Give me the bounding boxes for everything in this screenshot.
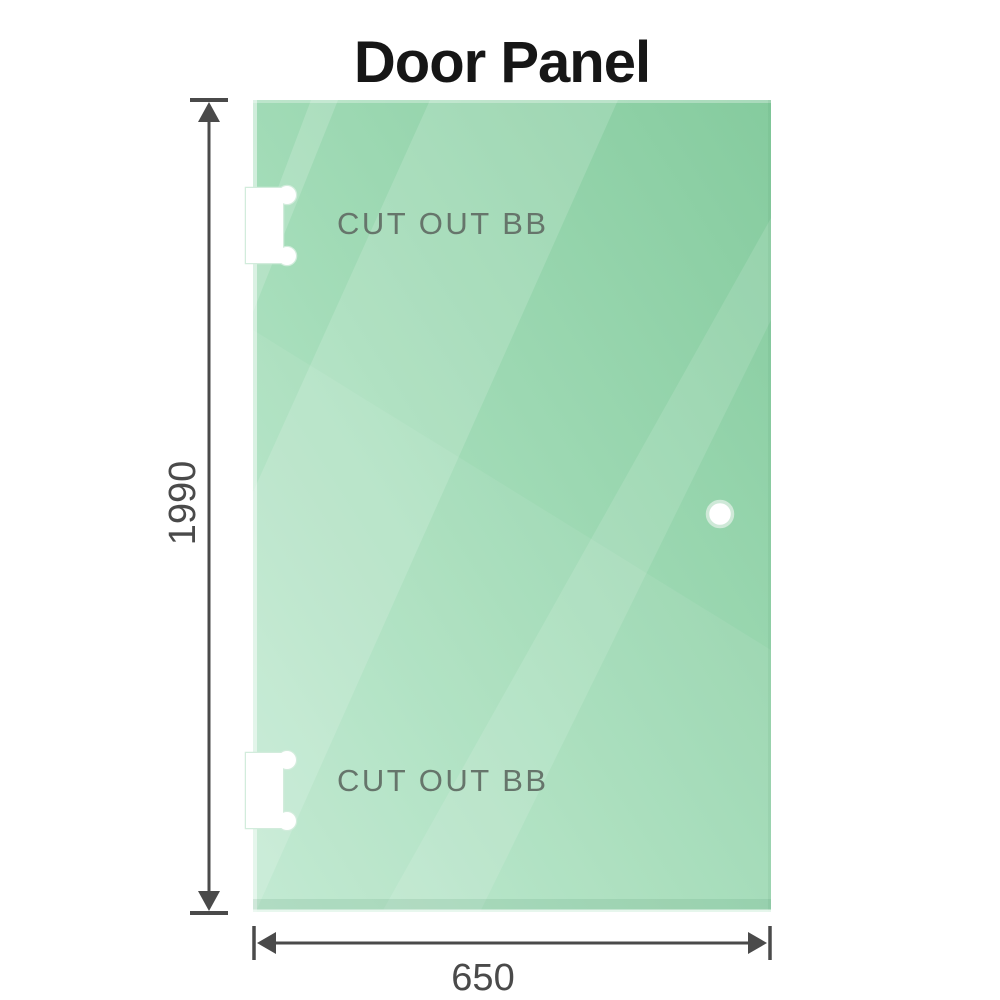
bottom-cutout — [244, 749, 298, 832]
top-cutout-label: CUT OUT BB — [337, 206, 549, 241]
arrow-down-icon — [198, 891, 220, 911]
height-dimension — [190, 98, 228, 915]
glass-panel — [253, 100, 771, 912]
glass-panel-body — [253, 100, 771, 912]
reflection-facet — [253, 100, 618, 912]
arrow-up-icon — [198, 102, 220, 122]
top-cutout — [244, 184, 298, 267]
glass-top-edge — [253, 100, 771, 103]
arrow-left-icon — [257, 932, 276, 954]
bottom-cutout-label: CUT OUT BB — [337, 763, 549, 798]
glass-right-edge — [768, 100, 771, 912]
glass-left-edge — [253, 100, 257, 912]
width-dimension-label: 650 — [451, 957, 514, 999]
glass-bottom-highlight — [253, 909, 771, 912]
reflection-facet — [382, 218, 771, 912]
arrow-right-icon — [748, 932, 767, 954]
glass-bottom-edge — [253, 899, 771, 912]
width-dimension — [252, 926, 772, 960]
page-title: Door Panel — [354, 30, 650, 95]
reflection-facet — [253, 330, 771, 912]
handle-hole — [705, 499, 735, 529]
height-dimension-label: 1990 — [162, 461, 204, 546]
